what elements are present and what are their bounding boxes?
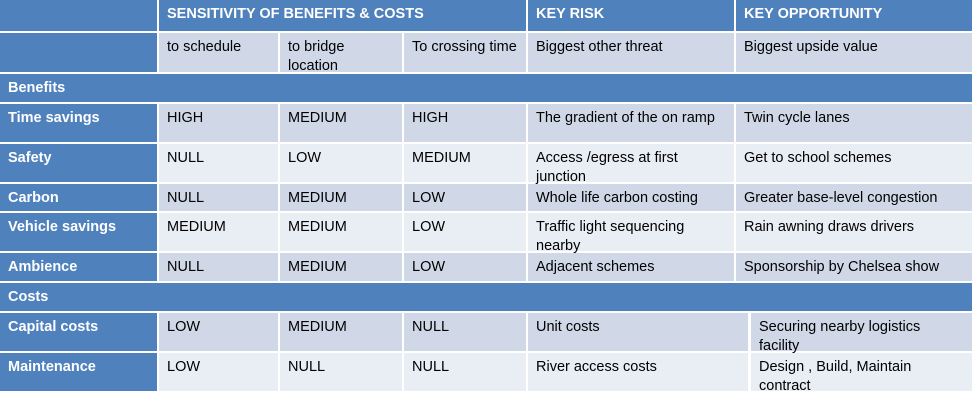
cell-bridge: MEDIUM (280, 184, 402, 211)
row-label: Ambience (0, 253, 157, 281)
section-costs: Costs (0, 283, 972, 311)
cell-crossing: MEDIUM (404, 144, 526, 182)
subheader-crossing: To crossing time (404, 33, 526, 72)
cell-schedule: MEDIUM (159, 213, 278, 251)
cell-opportunity: Securing nearby logistics facility (751, 313, 972, 354)
cell-risk: Whole life carbon costing (528, 184, 734, 211)
cell-bridge: MEDIUM (280, 253, 402, 281)
cell-risk: Access /egress at first junction (528, 144, 734, 185)
subheader-opportunity: Biggest upside value (736, 33, 972, 72)
header-sensitivity: SENSITIVITY OF BENEFITS & COSTS (159, 0, 526, 31)
cell-schedule: NULL (159, 144, 278, 182)
header-key-opportunity: KEY OPPORTUNITY (736, 0, 972, 31)
cell-risk: River access costs (528, 353, 748, 391)
subheader-schedule: to schedule (159, 33, 278, 72)
row-label: Maintenance (0, 353, 157, 391)
cell-bridge: NULL (280, 353, 402, 391)
cell-risk: Unit costs (528, 313, 748, 351)
cell-schedule: HIGH (159, 104, 278, 142)
cell-bridge: MEDIUM (280, 213, 402, 251)
cell-schedule: LOW (159, 313, 278, 351)
cell-crossing: LOW (404, 184, 526, 211)
header-key-risk: KEY RISK (528, 0, 734, 31)
subheader-blank-cell (0, 33, 157, 72)
row-label: Vehicle savings (0, 213, 157, 251)
cell-opportunity: Sponsorship by Chelsea show (736, 253, 972, 281)
row-label: Time savings (0, 104, 157, 142)
cell-crossing: NULL (404, 353, 526, 391)
cell-bridge: LOW (280, 144, 402, 182)
row-label: Safety (0, 144, 157, 182)
row-label: Carbon (0, 184, 157, 211)
cell-risk: Traffic light sequencing nearby (528, 213, 734, 254)
cell-crossing: LOW (404, 213, 526, 251)
cell-opportunity: Get to school schemes (736, 144, 972, 182)
cell-opportunity: Design , Build, Maintain contract (751, 353, 972, 394)
header-blank-cell (0, 0, 157, 31)
section-benefits: Benefits (0, 74, 972, 102)
cell-opportunity: Rain awning draws drivers (736, 213, 972, 251)
subheader-risk: Biggest other threat (528, 33, 734, 72)
cell-opportunity: Twin cycle lanes (736, 104, 972, 142)
cell-crossing: LOW (404, 253, 526, 281)
row-label: Capital costs (0, 313, 157, 351)
subheader-bridge: to bridge location (280, 33, 402, 74)
cell-risk: The gradient of the on ramp (528, 104, 734, 142)
cell-crossing: HIGH (404, 104, 526, 142)
cell-crossing: NULL (404, 313, 526, 351)
cell-risk: Adjacent schemes (528, 253, 734, 281)
cell-schedule: LOW (159, 353, 278, 391)
cell-opportunity: Greater base-level congestion (736, 184, 972, 211)
cell-schedule: NULL (159, 184, 278, 211)
cell-bridge: MEDIUM (280, 313, 402, 351)
cell-schedule: NULL (159, 253, 278, 281)
cell-bridge: MEDIUM (280, 104, 402, 142)
